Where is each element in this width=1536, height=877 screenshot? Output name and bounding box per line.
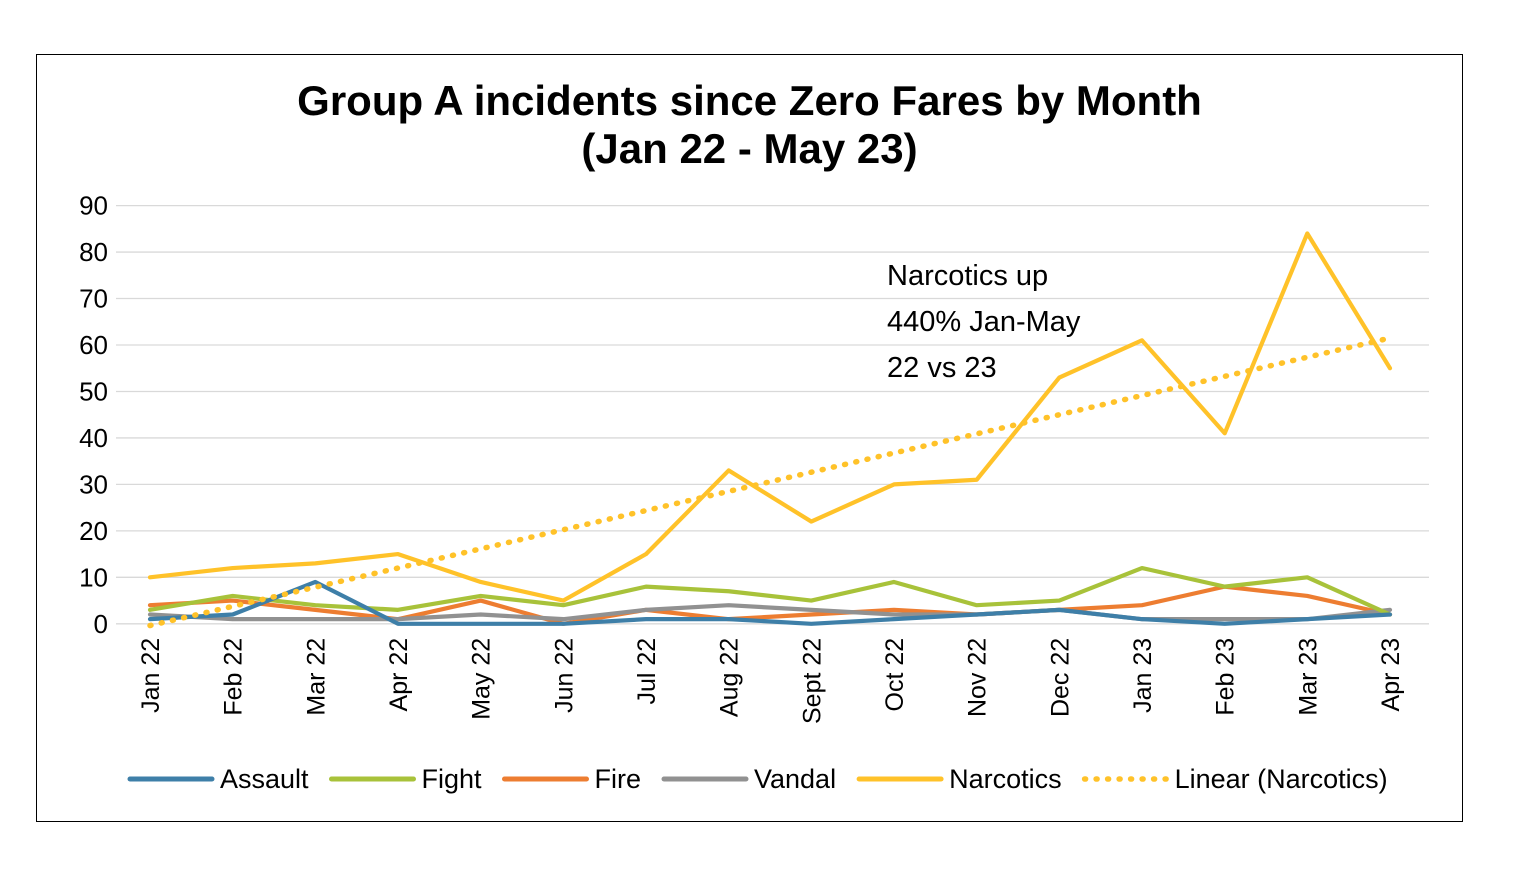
svg-text:Oct 22: Oct 22 xyxy=(881,638,909,712)
svg-text:Sept 22: Sept 22 xyxy=(798,638,826,724)
svg-text:Jun 22: Jun 22 xyxy=(550,638,578,713)
svg-text:Aug 22: Aug 22 xyxy=(716,638,744,717)
svg-text:Narcotics: Narcotics xyxy=(949,764,1062,794)
svg-text:Feb 23: Feb 23 xyxy=(1212,638,1240,716)
svg-text:22 vs 23: 22 vs 23 xyxy=(887,352,997,384)
svg-text:Fire: Fire xyxy=(595,764,642,794)
svg-text:60: 60 xyxy=(79,330,108,360)
svg-text:10: 10 xyxy=(79,562,108,592)
svg-text:90: 90 xyxy=(79,191,108,221)
svg-text:Fight: Fight xyxy=(422,764,483,794)
svg-text:Nov 22: Nov 22 xyxy=(964,638,992,717)
svg-text:70: 70 xyxy=(79,284,108,314)
svg-text:Linear (Narcotics): Linear (Narcotics) xyxy=(1175,764,1388,794)
svg-text:Apr 22: Apr 22 xyxy=(385,638,413,712)
svg-text:Assault: Assault xyxy=(220,764,309,794)
svg-text:Vandal: Vandal xyxy=(754,764,836,794)
svg-text:Jul 22: Jul 22 xyxy=(633,638,661,705)
svg-text:20: 20 xyxy=(79,516,108,546)
svg-text:Feb 22: Feb 22 xyxy=(220,638,248,716)
svg-text:80: 80 xyxy=(79,237,108,267)
svg-text:440% Jan-May: 440% Jan-May xyxy=(887,306,1081,338)
svg-text:Mar 23: Mar 23 xyxy=(1294,638,1322,716)
svg-text:30: 30 xyxy=(79,469,108,499)
svg-text:0: 0 xyxy=(94,609,108,639)
svg-text:50: 50 xyxy=(79,376,108,406)
svg-text:Mar 22: Mar 22 xyxy=(302,638,330,716)
svg-text:Narcotics up: Narcotics up xyxy=(887,260,1048,292)
svg-text:Apr 23: Apr 23 xyxy=(1377,638,1405,712)
svg-text:40: 40 xyxy=(79,423,108,453)
svg-text:Jan 22: Jan 22 xyxy=(137,638,165,713)
svg-text:Jan 23: Jan 23 xyxy=(1129,638,1157,713)
svg-text:May 22: May 22 xyxy=(468,638,496,720)
svg-text:Dec 22: Dec 22 xyxy=(1046,638,1074,717)
